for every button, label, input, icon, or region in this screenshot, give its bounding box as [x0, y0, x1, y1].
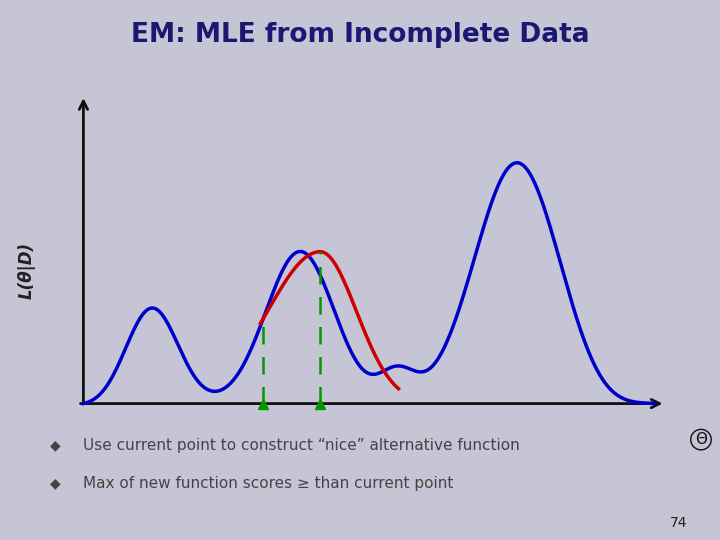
Text: Max of new function scores ≥ than current point: Max of new function scores ≥ than curren… — [83, 476, 453, 491]
Text: Θ: Θ — [695, 432, 707, 447]
Text: ◆: ◆ — [50, 438, 61, 453]
Text: ◆: ◆ — [50, 476, 61, 490]
Text: Use current point to construct “nice” alternative function: Use current point to construct “nice” al… — [83, 438, 520, 453]
Text: EM: MLE from Incomplete Data: EM: MLE from Incomplete Data — [131, 22, 589, 48]
Text: L(θ|D): L(θ|D) — [18, 242, 36, 299]
Text: 74: 74 — [670, 516, 688, 530]
